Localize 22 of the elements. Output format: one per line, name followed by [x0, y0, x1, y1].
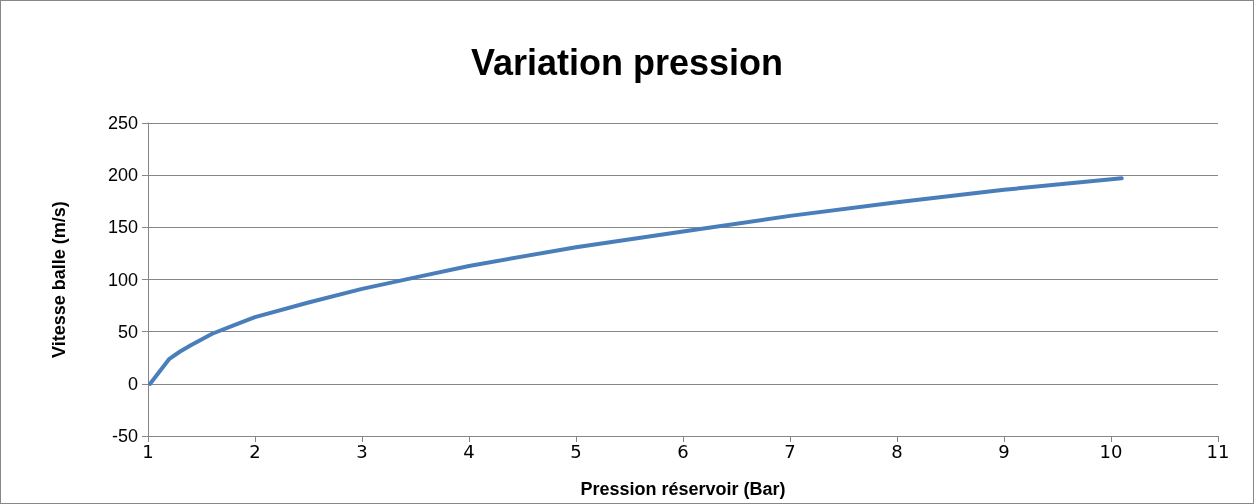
x-tick-label: 8	[891, 440, 903, 462]
y-axis-title: Vitesse balle (m/s)	[49, 201, 69, 358]
y-tick-label: 200	[107, 165, 138, 186]
x-tick-label: 4	[463, 440, 475, 462]
y-tick-label: 100	[107, 269, 138, 290]
y-tick-label: 250	[107, 113, 138, 133]
x-tick-label: 10	[1099, 440, 1123, 462]
x-tick-label: 6	[677, 440, 689, 462]
x-tick-label: 5	[570, 440, 582, 462]
y-tick-label: -50	[111, 426, 138, 446]
x-tick-label: 9	[998, 440, 1010, 462]
y-tick-label: 0	[127, 373, 138, 394]
y-tick-label: 50	[117, 321, 138, 342]
x-axis-title: Pression réservoir (Bar)	[580, 479, 786, 499]
x-tick-label: 7	[784, 440, 796, 462]
chart-title: Variation pression	[470, 41, 784, 83]
line-series	[148, 176, 1124, 386]
y-tick-label: 150	[107, 217, 138, 238]
x-tick-label: 2	[249, 440, 261, 462]
x-tick-label: 1	[142, 440, 154, 462]
x-tick-label: 11	[1206, 440, 1230, 462]
x-tick-label: 3	[356, 440, 368, 462]
